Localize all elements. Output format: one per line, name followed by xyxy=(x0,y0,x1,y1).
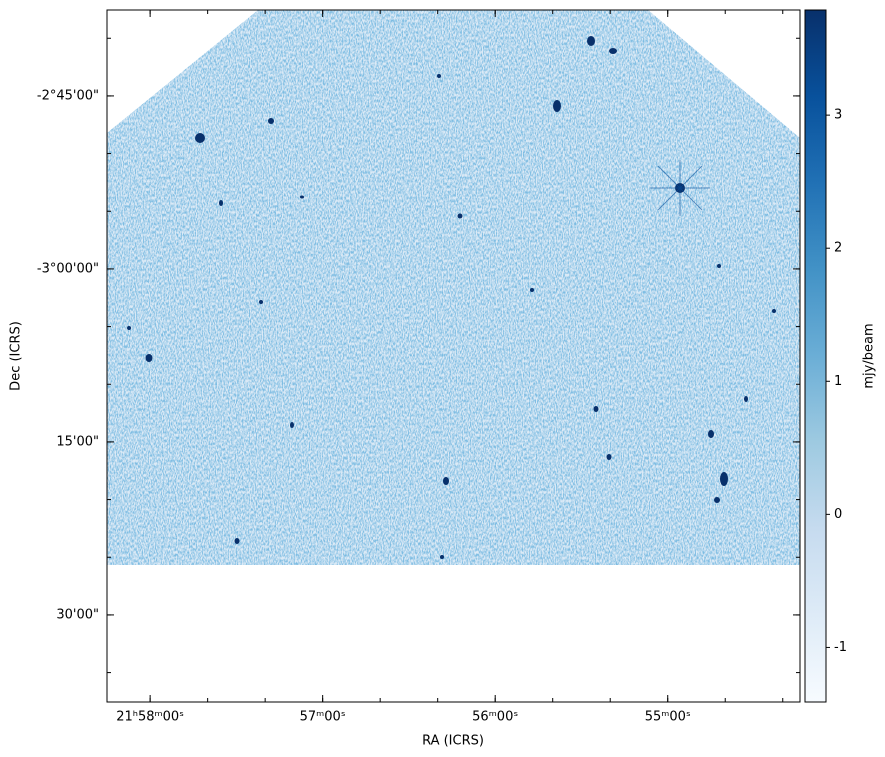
colorbar xyxy=(804,9,827,703)
colorbar-tick-label: -1 xyxy=(834,640,847,655)
colorbar-tick-label: 2 xyxy=(834,241,842,256)
x-tick-label: 56ᵐ00ˢ xyxy=(472,710,518,725)
sky-map xyxy=(107,10,800,565)
y-axis-label: Dec (ICRS) xyxy=(9,321,24,391)
colorbar-tick-label: 3 xyxy=(834,108,842,123)
y-tick-label: -2°45'00" xyxy=(37,88,99,103)
colorbar-tick-label: 1 xyxy=(834,374,842,389)
colorbar-label: mjy/beam xyxy=(862,323,877,388)
x-axis-label: RA (ICRS) xyxy=(422,734,484,749)
colorbar-tick-label: 0 xyxy=(834,507,842,522)
x-tick-label: 55ᵐ00ˢ xyxy=(645,710,691,725)
y-tick-label: 30'00" xyxy=(56,607,99,622)
x-tick-label: 21ʰ58ᵐ00ˢ xyxy=(116,710,184,725)
y-tick-label: 15'00" xyxy=(56,434,99,449)
plot-frame xyxy=(106,9,801,703)
y-tick-label: -3°00'00" xyxy=(37,261,99,276)
x-tick-label: 57ᵐ00ˢ xyxy=(300,710,346,725)
